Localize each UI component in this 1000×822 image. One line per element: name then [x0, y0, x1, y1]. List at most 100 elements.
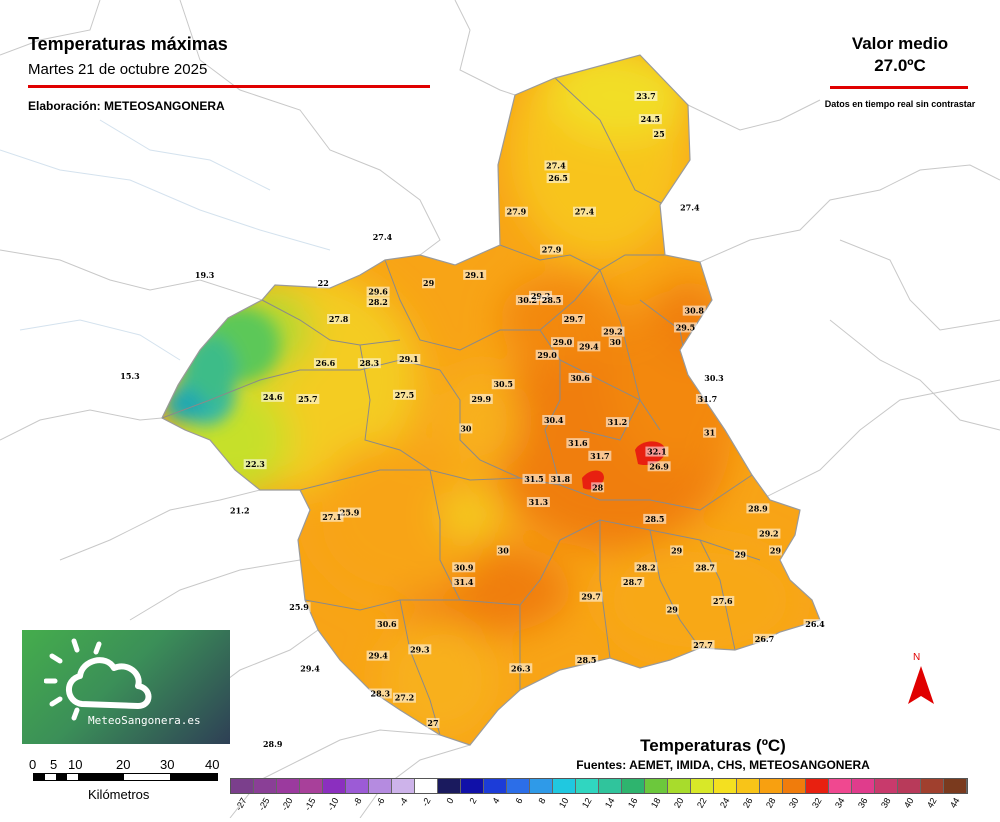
color-swatch: [231, 779, 254, 793]
station-label-bg: [695, 393, 719, 404]
station-label-bg: [370, 231, 394, 242]
station-label-bg: [753, 633, 777, 644]
station-value-text: 29: [667, 604, 679, 614]
station-value-text: 30: [460, 423, 472, 433]
station-value: 29: [733, 549, 747, 560]
color-swatch: [760, 779, 783, 793]
station-label-bg: [509, 663, 533, 674]
station-value: 32.1: [645, 446, 669, 457]
station-value: 28.2: [634, 562, 658, 573]
station-label-bg: [540, 244, 564, 255]
station-value-text: 28.9: [263, 739, 283, 749]
station-value-text: 29.1: [399, 354, 418, 364]
station-value-text: 29.5: [676, 322, 695, 332]
station-label-bg: [634, 562, 658, 573]
station-label-bg: [408, 644, 432, 655]
station-labels: 23.7 24.5 25 27.4 26.5 27.9 27.4 27.4 27.4 27.9 19…: [118, 91, 827, 749]
station-value-text: 28.5: [542, 295, 561, 305]
realtime-note: Datos en tiempo real sin contrastar: [824, 99, 976, 109]
station-value-text: 32.1: [647, 447, 666, 457]
station-label-bg: [392, 692, 416, 703]
title-underline: [28, 85, 430, 88]
station-value: 28.3: [357, 358, 381, 369]
station-value-text: 28.3: [371, 689, 391, 699]
station-value: 29.7: [561, 314, 585, 325]
station-value: 27.9: [540, 244, 564, 255]
station-value: 29.0: [551, 337, 575, 348]
color-swatch: [369, 779, 392, 793]
station-label-bg: [368, 688, 392, 699]
scale-number: 0: [29, 757, 37, 772]
station-value-text: 28.7: [695, 562, 714, 572]
station-label-bg: [551, 337, 575, 348]
station-label-bg: [647, 461, 671, 472]
station-label-bg: [566, 438, 590, 449]
station-label-bg: [535, 349, 559, 360]
station-value-text: 28.5: [577, 655, 596, 665]
station-value-text: 29.9: [472, 394, 492, 404]
station-label-bg: [645, 446, 669, 457]
station-label-bg: [526, 497, 550, 508]
station-value-text: 27.4: [546, 160, 566, 170]
station-value-text: 22: [318, 278, 329, 288]
station-value-text: 29.1: [465, 270, 484, 280]
station-value: 26.7: [753, 633, 777, 644]
color-swatch: [645, 779, 668, 793]
station-value: 25.9: [338, 508, 362, 518]
station-value-text: 31.7: [698, 394, 717, 404]
station-value: 28: [591, 482, 605, 493]
station-label-bg: [544, 160, 568, 171]
station-value: 30.2: [515, 295, 539, 306]
station-label-bg: [452, 562, 476, 573]
station-value-text: 25.7: [298, 394, 317, 404]
station-value: 29: [670, 545, 684, 556]
station-value: 30.3: [702, 372, 726, 383]
station-value-text: 29.6: [368, 287, 388, 297]
station-value-text: 27.4: [680, 203, 700, 213]
scale-number: 30: [160, 757, 175, 772]
station-label-bg: [313, 358, 337, 369]
mean-underline: [830, 86, 968, 89]
station-label-bg: [643, 513, 667, 524]
station-value: 29.1: [463, 269, 487, 280]
station-label-bg: [546, 173, 570, 184]
station-value-text: 26.4: [805, 619, 825, 629]
temperature-field: [162, 55, 820, 745]
station-value: 26.9: [647, 461, 671, 472]
station-value: 27.6: [711, 595, 735, 606]
color-swatch: [898, 779, 921, 793]
station-value-text: 29: [770, 545, 782, 555]
station-value-text: 27.1: [322, 512, 341, 522]
station-value: 29: [665, 604, 679, 615]
station-value-text: 26.5: [548, 173, 567, 183]
station-label-bg: [733, 549, 747, 560]
station-value: 30.5: [491, 379, 515, 390]
station-label-bg: [561, 314, 585, 325]
station-value-text: 24.6: [263, 392, 283, 402]
station-value-text: 27.5: [395, 390, 414, 400]
station-label-bg: [757, 528, 781, 539]
station-value: 29.4: [366, 650, 390, 661]
station-label-bg: [261, 391, 285, 402]
station-label-bg: [711, 595, 735, 606]
station-label-bg: [540, 295, 564, 306]
station-value: 27.2: [392, 692, 416, 703]
station-label-bg: [375, 619, 399, 630]
station-value: 31.6: [566, 438, 590, 449]
station-value: 31.5: [522, 473, 546, 484]
river-lines: [0, 119, 331, 361]
station-value-text: 31.5: [524, 474, 543, 484]
color-swatch: [622, 779, 645, 793]
meteosangonera-logo: MeteoSangonera.es: [22, 630, 230, 744]
station-label-bg: [579, 591, 603, 602]
color-swatch: [668, 779, 691, 793]
station-label-bg: [665, 604, 679, 615]
color-swatch: [806, 779, 829, 793]
station-label-bg: [261, 739, 285, 749]
legend-title: Temperaturas (ºC): [640, 736, 786, 755]
station-value: 27.4: [678, 202, 702, 213]
station-label-bg: [287, 602, 311, 613]
sun-cloud-icon: [44, 638, 152, 721]
color-swatch: [944, 779, 967, 793]
